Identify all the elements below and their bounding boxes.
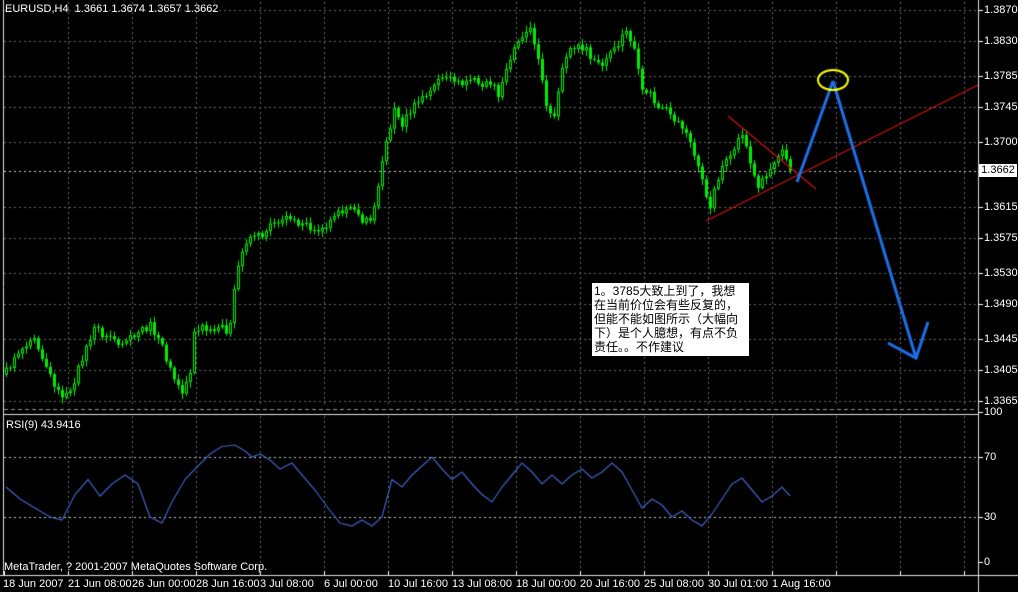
current-price-value: 1.3662	[981, 164, 1015, 176]
copyright-text: MetaTrader, ? 2001-2007 MetaQuotes Softw…	[4, 561, 268, 573]
note-line: 下）是个人臆想，有点不负	[594, 326, 739, 340]
note-line: 在当前价位会有些反复的，	[594, 298, 739, 312]
note-line: 1。3785大致上到了，我想	[594, 284, 736, 298]
time-axis-label: 3 Jul 08:00	[260, 578, 314, 590]
note-line: 但能不能如图所示（大幅向	[594, 312, 739, 326]
rsi-indicator-label: RSI(9) 43.9416	[6, 419, 81, 431]
rsi-scale-label: 0	[984, 556, 991, 568]
time-axis-label: 18 Jul 00:00	[516, 578, 576, 590]
time-axis-label: 1 Aug 16:00	[772, 578, 831, 590]
time-axis-label: 30 Jul 01:00	[708, 578, 768, 590]
time-axis-label: 20 Jul 16:00	[580, 578, 640, 590]
symbol-title: EURUSD,H4 1.3661 1.3674 1.3657 1.3662	[5, 3, 219, 15]
time-axis-label: 10 Jul 16:00	[388, 578, 448, 590]
rsi-scale-label: 70	[984, 451, 997, 463]
price-axis-label: 1.3615	[984, 201, 1018, 213]
rsi-name: RSI(9)	[6, 419, 38, 431]
time-axis-label: 18 Jun 2007	[3, 578, 64, 590]
annotation-note-box[interactable]: 1。3785大致上到了，我想 在当前价位会有些反复的， 但能不能如图所示（大幅向 下）…	[592, 283, 749, 356]
time-axis-label: 26 Jun 00:00	[132, 578, 196, 590]
price-axis-label: 1.3575	[984, 232, 1018, 244]
price-axis-label: 1.3870	[984, 4, 1018, 16]
note-line: 责任。。不作建议	[594, 340, 685, 354]
current-price-tag: 1.3662	[979, 164, 1017, 177]
price-axis-label: 1.3365	[984, 395, 1018, 407]
price-axis-label: 1.3700	[984, 136, 1018, 148]
time-axis-label: 21 Jun 08:00	[68, 578, 132, 590]
price-axis-label: 1.3745	[984, 101, 1018, 113]
rsi-value: 43.9416	[40, 419, 81, 431]
time-axis-label: 13 Jul 08:00	[452, 578, 512, 590]
time-axis-label: 6 Jul 00:00	[324, 578, 378, 590]
rsi-scale-label: 100	[984, 406, 1003, 418]
rsi-scale-label: 30	[984, 511, 997, 523]
price-axis-label: 1.3830	[984, 35, 1018, 47]
price-axis-label: 1.3530	[984, 267, 1018, 279]
time-axis-label: 28 Jun 16:00	[196, 578, 260, 590]
time-axis-label: 25 Jul 08:00	[644, 578, 704, 590]
price-axis-label: 1.3490	[984, 298, 1018, 310]
price-axis-label: 1.3785	[984, 70, 1018, 82]
price-axis-label: 1.3405	[984, 364, 1018, 376]
price-axis-label: 1.3445	[984, 333, 1018, 345]
